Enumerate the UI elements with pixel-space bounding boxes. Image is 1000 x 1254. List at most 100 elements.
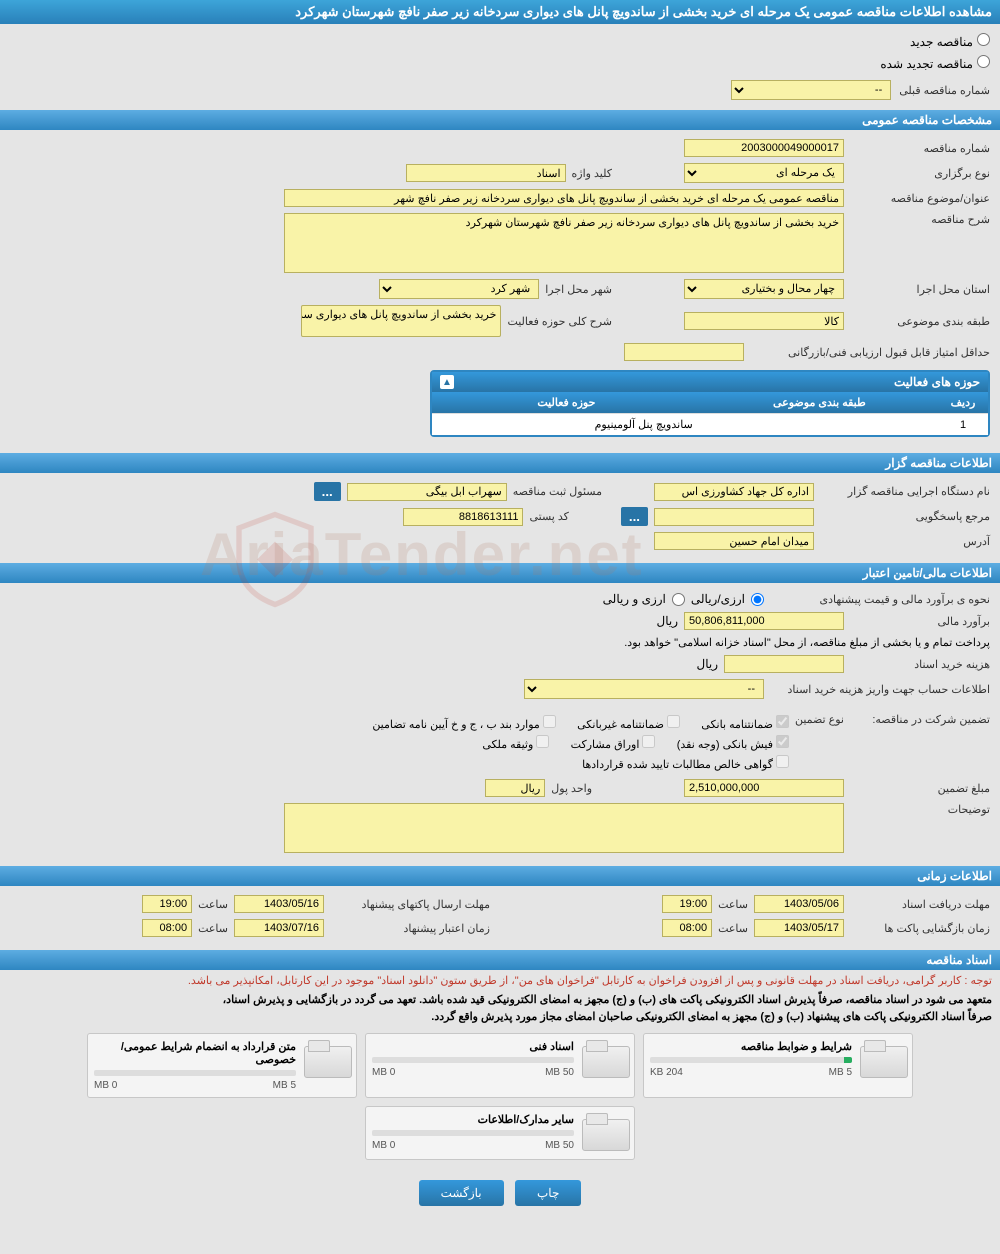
guarantee-amt-label: مبلغ تضمین	[850, 782, 990, 795]
guarantee-amt-input[interactable]	[684, 779, 844, 797]
file-card[interactable]: متن قرارداد به انضمام شرایط عمومی/خصوصی …	[87, 1033, 357, 1098]
validity-time[interactable]	[142, 919, 192, 937]
file-card[interactable]: اسناد فنی 50 MB0 MB	[365, 1033, 635, 1098]
section-financial: اطلاعات مالی/تامین اعتبار	[0, 563, 1000, 583]
province-label: استان محل اجرا	[850, 283, 990, 296]
unit-label: واحد پول	[551, 782, 592, 795]
submit-deadline-time[interactable]	[142, 895, 192, 913]
min-score-input[interactable]	[624, 343, 744, 361]
cb-cash	[776, 735, 789, 748]
validity-label: زمان اعتبار پیشنهاد	[330, 922, 490, 935]
doc-cost-input[interactable]	[724, 655, 844, 673]
address-label: آدرس	[820, 535, 990, 548]
section-documents: اسناد مناقصه	[0, 950, 1000, 970]
cb-cash-label: فیش بانکی (وجه نقد)	[677, 739, 773, 751]
file-title: متن قرارداد به انضمام شرایط عمومی/خصوصی	[94, 1040, 296, 1066]
keyword-input[interactable]	[406, 164, 566, 182]
file-used: 0 MB	[94, 1080, 117, 1091]
button-row: چاپ بازگشت	[0, 1168, 1000, 1226]
prev-tender-label: شماره مناقصه قبلی	[899, 84, 990, 97]
general-block: شماره مناقصه نوع برگزاری یک مرحله ای کلی…	[0, 130, 1000, 449]
responder-browse-button[interactable]: ...	[621, 507, 648, 526]
postal-label: کد پستی	[529, 510, 568, 523]
cb-bylaw	[543, 715, 556, 728]
activity-table: حوزه های فعالیت ▲ ردیف طبقه بندی موضوعی …	[430, 370, 990, 437]
cb-bylaw-label: موارد بند ب ، ج و خ آیین نامه تضامین	[372, 719, 539, 731]
submit-deadline-date[interactable]	[234, 895, 324, 913]
tender-no-label: شماره مناقصه	[850, 142, 990, 155]
radio-renewed-tender[interactable]	[977, 55, 990, 68]
renewed-tender-label: مناقصه تجدید شده	[880, 57, 973, 71]
print-button[interactable]: چاپ	[515, 1180, 581, 1206]
financial-block: نحوه ی برآورد مالی و قیمت پیشنهادی ارزی/…	[0, 583, 1000, 862]
time-word2: ساعت	[718, 922, 748, 935]
doc-deadline-time[interactable]	[662, 895, 712, 913]
org-name-label: نام دستگاه اجرایی مناقصه گزار	[820, 485, 990, 498]
doc-deadline-date[interactable]	[754, 895, 844, 913]
registrar-browse-button[interactable]: ...	[314, 482, 341, 501]
address-input[interactable]	[654, 532, 814, 550]
rial-label: ارزی/ریالی	[691, 592, 745, 606]
file-total: 5 MB	[829, 1067, 852, 1078]
desc-textarea[interactable]	[284, 213, 844, 273]
file-used: 0 MB	[372, 1140, 395, 1151]
cb-receivable-label: گواهی خالص مطالبات تایید شده قراردادها	[582, 759, 773, 771]
back-button[interactable]: بازگشت	[419, 1180, 504, 1206]
radio-foreign[interactable]	[672, 593, 685, 606]
responder-input[interactable]	[654, 508, 814, 526]
activity-table-title: حوزه های فعالیت	[894, 375, 980, 389]
radio-rial[interactable]	[751, 593, 764, 606]
file-title: شرایط و ضوابط مناقصه	[650, 1040, 852, 1053]
col-category: طبقه بندی موضوعی	[701, 392, 938, 414]
cb-property-label: وثیقه ملکی	[482, 739, 533, 751]
file-used: 0 MB	[372, 1067, 395, 1078]
radio-new-tender[interactable]	[977, 33, 990, 46]
org-name-input[interactable]	[654, 483, 814, 501]
validity-date[interactable]	[234, 919, 324, 937]
open-time[interactable]	[662, 919, 712, 937]
file-card[interactable]: شرایط و ضوابط مناقصه 5 MB 204 KB	[643, 1033, 913, 1098]
folder-icon	[582, 1040, 628, 1080]
subject-input[interactable]	[284, 189, 844, 207]
remarks-label: توضیحات	[850, 803, 990, 816]
scope-select[interactable]: خرید بخشی از ساندویچ پانل های دیواری سرد…	[301, 305, 501, 337]
page-title: مشاهده اطلاعات مناقصه عمومی یک مرحله ای …	[0, 0, 1000, 24]
acct-select[interactable]: --	[524, 679, 764, 699]
cb-bonds-label: اوراق مشارکت	[571, 739, 640, 751]
folder-icon	[304, 1040, 350, 1080]
open-date[interactable]	[754, 919, 844, 937]
col-activity: حوزه فعالیت	[432, 392, 701, 414]
category-input[interactable]	[684, 312, 844, 330]
guarantee-label: تضمین شرکت در مناقصه:	[850, 713, 990, 726]
estimate-input[interactable]	[684, 612, 844, 630]
file-card[interactable]: سایر مدارک/اطلاعات 50 MB0 MB	[365, 1106, 635, 1160]
subject-label: عنوان/موضوع مناقصه	[850, 192, 990, 205]
collapse-icon[interactable]: ▲	[440, 375, 454, 389]
acct-info-label: اطلاعات حساب جهت واریز هزینه خرید اسناد	[770, 683, 990, 696]
section-general: مشخصات مناقصه عمومی	[0, 110, 1000, 130]
file-grid: شرایط و ضوابط مناقصه 5 MB 204 KB اسناد فن…	[0, 1025, 1000, 1168]
postal-input[interactable]	[403, 508, 523, 526]
note-black1: متعهد می شود در اسناد مناقصه، صرفاً پذیر…	[0, 991, 1000, 1008]
responder-label: مرجع پاسخگویی	[820, 510, 990, 523]
file-bar	[650, 1057, 852, 1063]
cb-nonbank-label: ضمانتنامه غیربانکی	[577, 719, 664, 731]
status-block: مناقصه جدید مناقصه تجدید شده شماره مناقص…	[0, 24, 1000, 106]
file-total: 50 MB	[545, 1140, 574, 1151]
section-timing: اطلاعات زمانی	[0, 866, 1000, 886]
city-select[interactable]: شهر کرد	[379, 279, 539, 299]
unit-input[interactable]	[485, 779, 545, 797]
registrar-input[interactable]	[347, 483, 507, 501]
province-select[interactable]: چهار محال و بختیاری	[684, 279, 844, 299]
cb-property	[536, 735, 549, 748]
type-select[interactable]: یک مرحله ای	[684, 163, 844, 183]
registrar-label: مسئول ثبت مناقصه	[513, 485, 602, 498]
file-used: 204 KB	[650, 1067, 683, 1078]
cb-receivable	[776, 755, 789, 768]
tender-no-input[interactable]	[684, 139, 844, 157]
file-title: اسناد فنی	[372, 1040, 574, 1053]
table-row: 1ساندویچ پنل آلومینیوم	[432, 414, 988, 436]
doc-cost-label: هزینه خرید اسناد	[850, 658, 990, 671]
remarks-textarea[interactable]	[284, 803, 844, 853]
prev-tender-select[interactable]: --	[731, 80, 891, 100]
